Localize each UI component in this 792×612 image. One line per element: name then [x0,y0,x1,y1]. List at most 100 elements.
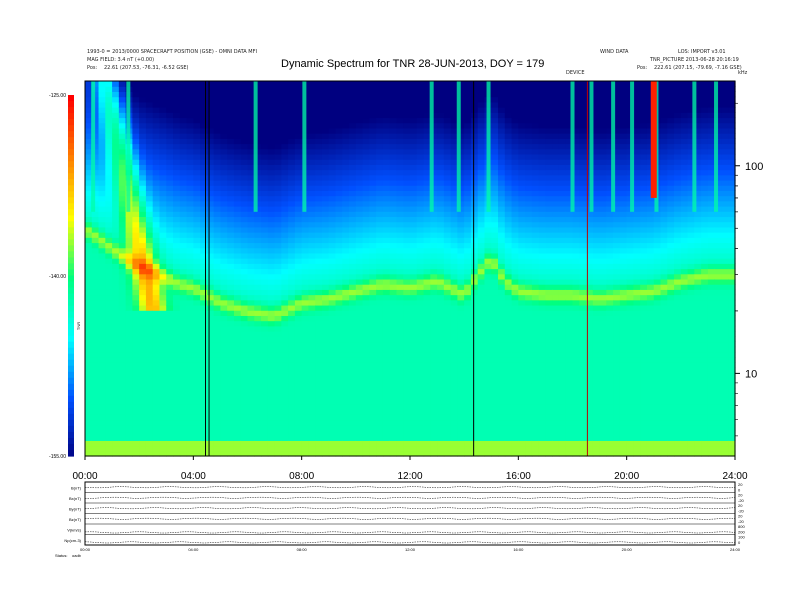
spectrogram-cell [410,122,418,129]
spectrogram-cell [498,294,506,301]
spectrogram-cell [355,346,364,353]
spectrogram-cell [484,357,492,363]
spectrogram-cell [531,403,540,410]
spectrogram-cell [267,200,276,207]
spectrogram-cell [504,232,513,238]
spectrogram-cell [423,226,431,233]
spectrogram-cell [173,232,181,238]
spectrogram-cell [152,127,161,134]
spectrogram-cell [186,388,194,395]
spectrogram-cell [254,169,262,176]
spectrogram-cell [342,91,350,98]
spectrogram-cell [294,185,303,191]
spectrogram-cell [355,429,364,436]
spectrogram-cell [410,289,418,296]
spectrogram-cell [118,278,127,285]
spectrogram-cell [362,164,370,171]
spectrogram-cell [349,127,357,134]
spectrogram-cell [233,362,242,369]
spectrogram-cell [274,320,282,327]
spectrogram-cell [105,232,113,238]
spectrogram-cell [233,117,242,124]
spectrogram-cell [186,247,194,254]
spectrogram-cell [498,185,506,191]
spectrogram-cell [369,263,377,270]
spectrogram-cell [342,174,350,181]
spectrogram-cell [186,304,194,311]
spectrogram-cell [179,226,188,233]
spectrogram-cell [186,164,194,171]
spectrogram-cell [193,304,201,311]
spectrogram-cell [498,159,506,165]
spectrogram-cell [301,383,310,389]
spectrogram-cell [362,179,370,186]
spectrogram-cell [349,429,357,436]
spectrogram-cell [491,346,499,353]
spectrogram-cell [267,377,276,384]
spectrogram-cell [233,127,242,134]
spectrogram-cell [213,200,222,207]
spectrogram-cell [166,263,174,270]
spectrogram-cell [531,388,540,395]
spectrogram-cell [254,101,262,108]
spectrogram-cell [498,138,506,145]
spectrogram-cell [281,268,289,275]
spectrogram-cell [98,122,106,129]
spectrogram-cell [315,143,323,150]
spectrogram-cell [511,304,519,311]
spectrogram-cell [403,226,411,233]
spectrogram-cell [200,341,208,348]
spectrogram-cell [105,164,113,171]
spectrogram-cell [511,232,519,238]
spectrogram-cell [274,138,282,145]
spectrogram-cell [233,143,242,150]
spectrogram-cell [518,221,526,228]
spectrogram-cell [430,185,438,191]
spectrogram-cell [335,273,343,280]
spectrogram-cell [281,294,289,301]
spectrogram-cell [125,247,133,254]
spectrogram-cell [335,117,343,124]
spectrogram-cell [525,357,533,363]
spectrogram-cell [213,445,222,452]
spectrogram-cell [132,143,140,150]
spectrogram-cell [389,86,398,93]
spectrogram-cell [328,190,337,197]
spectrogram-cell [335,341,343,348]
spectrogram-cell [430,138,438,145]
spectrogram-cell [335,388,343,395]
spectrogram-cell [261,372,269,379]
spectrogram-cell [193,268,201,275]
spectrogram-cell [437,258,445,264]
spectrogram-cell [477,284,486,290]
spectrogram-cell [498,357,506,363]
spectrogram-cell [281,409,289,415]
spectrogram-cell [193,299,201,306]
spectrogram-cell [261,206,269,212]
spectrogram-cell [443,185,452,191]
spectrogram-cell [457,185,465,191]
spectrogram-cell [193,252,201,259]
spectrogram-cell [193,388,201,395]
spectrogram-cell [240,320,249,327]
spectrogram-cell [382,86,391,93]
spectrogram-cell [200,107,208,113]
spectrogram-cell [349,435,357,441]
spectrogram-cell [125,450,133,457]
spectrogram-cell [525,164,533,171]
spectrogram-cell [518,403,526,410]
spectrogram-cell [335,242,343,249]
spectrogram-cell [200,304,208,311]
spectrogram-cell [369,429,377,436]
spectrogram-cell [450,91,458,98]
spectrogram-cell [281,211,289,218]
spectrogram-cell [477,107,486,113]
spectrogram-cell [437,247,445,254]
spectrogram-cell [389,289,398,296]
spectrogram-cell [233,86,242,93]
spectrogram-cell [389,341,398,348]
spectrogram-cell [105,133,113,139]
spectrogram-cell [443,179,452,186]
spectrogram-cell [152,377,161,384]
